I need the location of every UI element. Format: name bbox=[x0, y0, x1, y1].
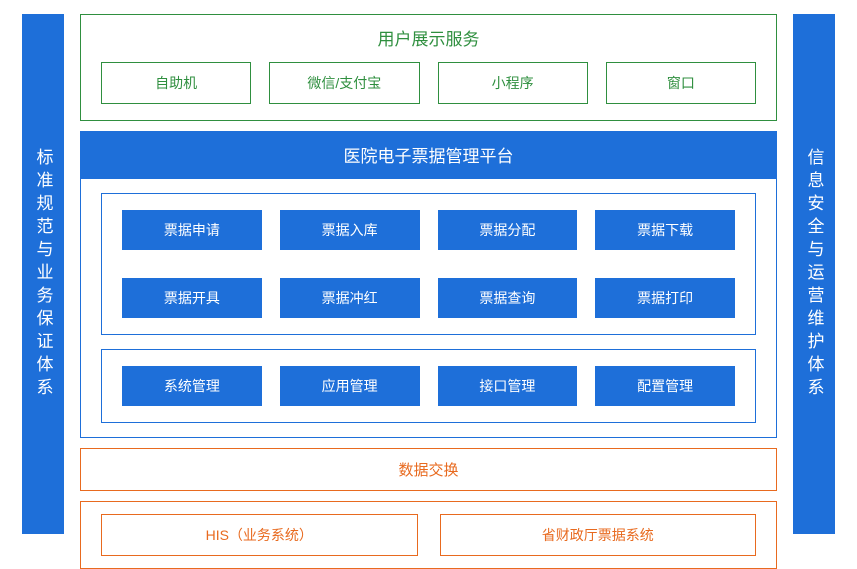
user-service-item: 自助机 bbox=[101, 62, 251, 104]
user-service-item: 微信/支付宝 bbox=[269, 62, 419, 104]
left-pillar: 标准规范与业务保证体系 bbox=[22, 14, 64, 534]
user-service-panel: 用户展示服务 自助机 微信/支付宝 小程序 窗口 bbox=[80, 14, 777, 121]
left-pillar-label: 标准规范与业务保证体系 bbox=[31, 148, 56, 401]
platform-module: 应用管理 bbox=[280, 366, 420, 406]
platform-module: 票据开具 bbox=[122, 278, 262, 318]
user-service-title: 用户展示服务 bbox=[81, 15, 776, 62]
exchange-title-bar: 数据交换 bbox=[80, 448, 777, 491]
exchange-item: 省财政厅票据系统 bbox=[440, 514, 757, 556]
exchange-item: HIS（业务系统） bbox=[101, 514, 418, 556]
platform-panel: 医院电子票据管理平台 票据申请 票据入库 票据分配 票据下载 票据开具 票据冲红… bbox=[80, 131, 777, 438]
platform-module: 接口管理 bbox=[438, 366, 578, 406]
platform-module: 票据下载 bbox=[595, 210, 735, 250]
user-service-item: 窗口 bbox=[606, 62, 756, 104]
platform-module: 票据查询 bbox=[438, 278, 578, 318]
right-pillar-label: 信息安全与运营维护体系 bbox=[802, 148, 827, 401]
platform-group-1: 票据申请 票据入库 票据分配 票据下载 票据开具 票据冲红 票据查询 票据打印 bbox=[101, 193, 756, 335]
user-service-item: 小程序 bbox=[438, 62, 588, 104]
platform-module: 票据冲红 bbox=[280, 278, 420, 318]
platform-module: 票据打印 bbox=[595, 278, 735, 318]
platform-module: 系统管理 bbox=[122, 366, 262, 406]
platform-module: 票据分配 bbox=[438, 210, 578, 250]
platform-title: 医院电子票据管理平台 bbox=[81, 132, 776, 179]
platform-module: 票据入库 bbox=[280, 210, 420, 250]
platform-group-2: 系统管理 应用管理 接口管理 配置管理 bbox=[101, 349, 756, 423]
platform-module: 配置管理 bbox=[595, 366, 735, 406]
platform-module: 票据申请 bbox=[122, 210, 262, 250]
right-pillar: 信息安全与运营维护体系 bbox=[793, 14, 835, 534]
exchange-panel: HIS（业务系统） 省财政厅票据系统 bbox=[80, 501, 777, 569]
